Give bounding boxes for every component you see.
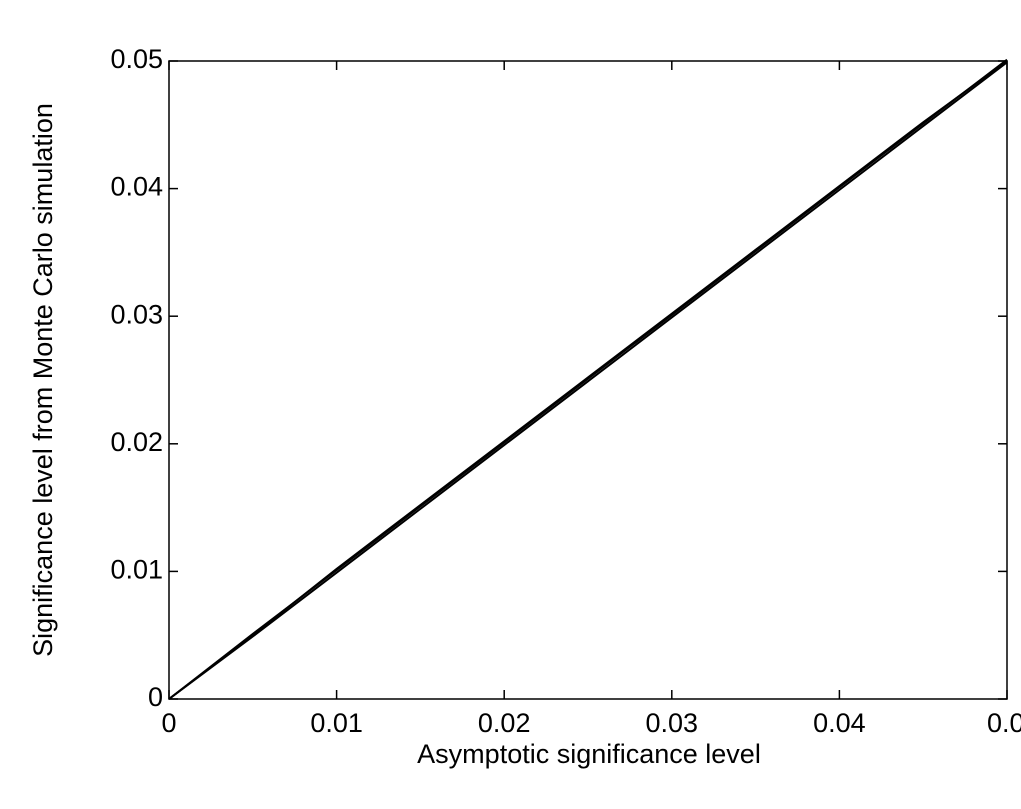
y-axis-label: Significance level from Monte Carlo simu… xyxy=(28,103,58,657)
y-tick-label: 0.01 xyxy=(110,555,163,585)
x-tick-label: 0.02 xyxy=(478,708,531,738)
plot-frame xyxy=(168,60,1008,700)
line xyxy=(168,60,1008,700)
x-tick-label: 0.03 xyxy=(646,708,699,738)
y-tick-label: 0 xyxy=(148,682,163,712)
y-tick-label: 0.04 xyxy=(110,172,163,202)
x-tick-label: 0.01 xyxy=(310,708,363,738)
line xyxy=(168,61,1008,700)
y-tick-label: 0.02 xyxy=(110,427,163,457)
x-tick-label: 0.04 xyxy=(813,708,866,738)
y-tick-label: 0.03 xyxy=(110,299,163,329)
y-tick-label: 0.05 xyxy=(110,44,163,74)
x-tick-label: 0.0 xyxy=(987,708,1021,738)
x-tick-label: 0 xyxy=(161,708,176,738)
x-axis-label: Asymptotic significance level xyxy=(417,739,761,769)
